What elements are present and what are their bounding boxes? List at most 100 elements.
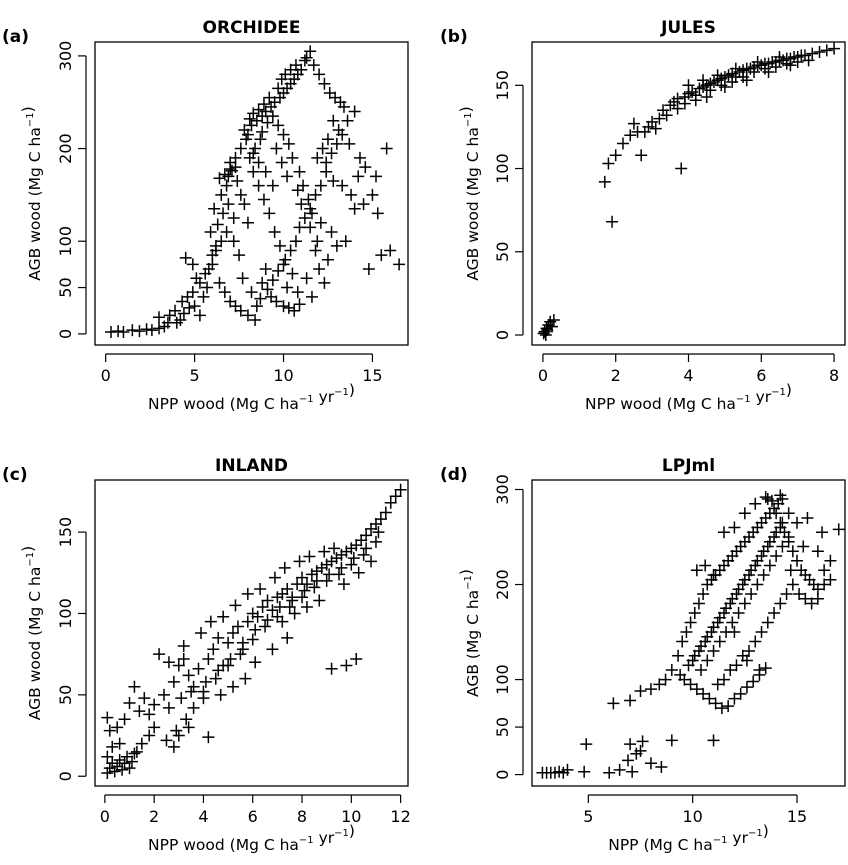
data-point bbox=[288, 607, 301, 620]
data-point bbox=[734, 687, 747, 700]
data-point bbox=[327, 174, 340, 187]
data-point bbox=[234, 188, 247, 201]
plot-frame bbox=[94, 479, 409, 787]
data-point bbox=[613, 763, 626, 776]
data-point bbox=[270, 295, 283, 308]
data-point bbox=[811, 545, 824, 558]
data-points bbox=[101, 483, 407, 779]
data-point bbox=[801, 512, 814, 525]
data-point bbox=[682, 79, 695, 92]
data-point bbox=[263, 207, 276, 220]
data-point bbox=[805, 597, 818, 610]
y-axis: 0 50 100 200 300 bbox=[493, 474, 524, 780]
data-point bbox=[256, 276, 269, 289]
data-point bbox=[624, 738, 637, 751]
data-point bbox=[598, 175, 611, 188]
data-point bbox=[690, 683, 703, 696]
data-point bbox=[704, 84, 717, 97]
data-point bbox=[276, 587, 289, 600]
data-point bbox=[339, 235, 352, 248]
panel-3: INLAND (c) 0 2 4 6 8 10 12 0 50 100 150 bbox=[2, 456, 411, 826]
data-point bbox=[209, 672, 222, 685]
data-point bbox=[816, 526, 829, 539]
x-axis: 0 5 10 15 bbox=[101, 353, 383, 385]
data-point bbox=[578, 765, 591, 778]
data-point bbox=[199, 267, 212, 280]
data-point bbox=[153, 322, 166, 335]
data-point bbox=[626, 765, 639, 778]
data-point bbox=[372, 526, 385, 539]
data-point bbox=[177, 653, 190, 666]
data-point bbox=[298, 54, 311, 67]
data-point bbox=[340, 659, 353, 672]
data-point bbox=[751, 578, 764, 591]
data-point bbox=[751, 55, 764, 68]
panel-letter: (c) bbox=[2, 465, 28, 485]
data-point bbox=[321, 133, 334, 146]
data-point bbox=[341, 114, 354, 127]
data-point bbox=[776, 540, 789, 553]
data-point bbox=[720, 602, 733, 615]
data-point bbox=[365, 555, 378, 568]
data-point bbox=[245, 286, 258, 299]
data-point bbox=[806, 47, 819, 60]
data-point bbox=[236, 636, 249, 649]
data-point bbox=[270, 142, 283, 155]
data-point bbox=[300, 272, 313, 285]
data-point bbox=[275, 156, 288, 169]
data-point bbox=[748, 65, 761, 78]
data-point bbox=[616, 137, 629, 150]
data-point bbox=[197, 685, 210, 698]
data-point bbox=[284, 63, 297, 76]
data-point bbox=[177, 640, 190, 653]
panel-letter: (a) bbox=[2, 27, 29, 47]
data-point bbox=[313, 594, 326, 607]
data-point bbox=[238, 124, 251, 137]
data-point bbox=[802, 54, 815, 67]
data-point bbox=[247, 165, 260, 178]
data-point bbox=[247, 147, 260, 160]
data-point bbox=[732, 583, 745, 596]
data-point bbox=[209, 244, 222, 257]
data-point bbox=[254, 583, 267, 596]
data-point bbox=[653, 678, 666, 691]
data-point bbox=[202, 731, 215, 744]
data-point bbox=[348, 105, 361, 118]
data-point bbox=[121, 750, 134, 763]
data-point bbox=[278, 561, 291, 574]
data-point bbox=[249, 313, 262, 326]
data-point bbox=[699, 559, 712, 572]
data-point bbox=[197, 290, 210, 303]
data-point bbox=[384, 244, 397, 257]
data-point bbox=[700, 90, 713, 103]
data-point bbox=[220, 225, 233, 238]
data-point bbox=[169, 304, 182, 317]
data-point bbox=[281, 170, 294, 183]
data-point bbox=[284, 244, 297, 257]
y-axis-label: AGB wood (Mg C ha−1) bbox=[457, 106, 482, 280]
data-point bbox=[215, 235, 228, 248]
data-point bbox=[208, 202, 221, 215]
data-point bbox=[241, 216, 254, 229]
data-point bbox=[101, 766, 114, 779]
data-point bbox=[350, 653, 363, 666]
data-point bbox=[547, 314, 560, 327]
data-point bbox=[257, 98, 270, 111]
y-axis: 0 50 100 150 bbox=[56, 517, 87, 781]
data-point bbox=[133, 325, 146, 338]
data-point bbox=[761, 493, 774, 506]
data-point bbox=[233, 249, 246, 262]
y-tick-label: 0 bbox=[493, 770, 512, 780]
data-point bbox=[108, 765, 121, 778]
data-point bbox=[820, 44, 833, 57]
data-point bbox=[133, 705, 146, 718]
data-point bbox=[303, 550, 316, 563]
data-point bbox=[272, 119, 285, 132]
data-point bbox=[774, 489, 787, 502]
data-point bbox=[308, 581, 321, 594]
data-point bbox=[172, 659, 185, 672]
data-point bbox=[323, 568, 336, 581]
data-point bbox=[218, 286, 231, 299]
data-point bbox=[636, 735, 649, 748]
data-point bbox=[305, 290, 318, 303]
